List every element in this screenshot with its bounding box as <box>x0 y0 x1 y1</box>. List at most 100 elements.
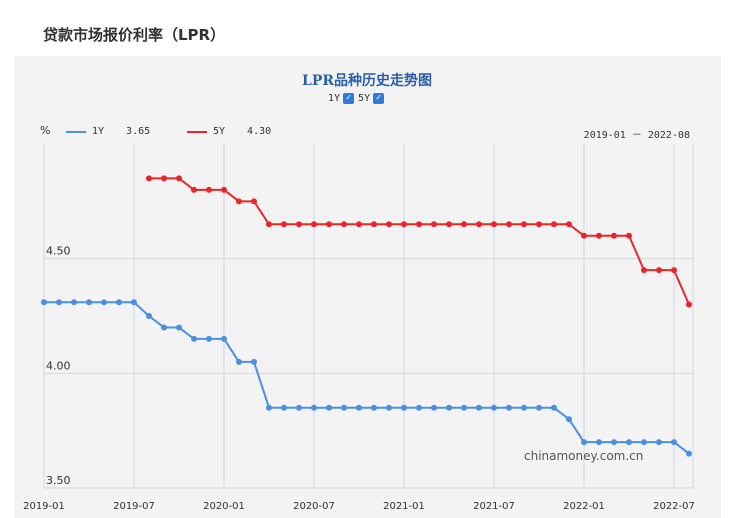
data-point-5y <box>401 221 407 228</box>
y-tick-label: 3.50 <box>46 474 71 487</box>
data-point-1y <box>371 404 377 411</box>
data-point-5y <box>161 175 167 182</box>
legend-swatch-1y <box>66 130 86 133</box>
data-point-1y <box>536 404 542 411</box>
data-point-1y <box>71 299 77 306</box>
data-point-1y <box>251 358 257 365</box>
x-tick-label: 2022-01 <box>563 501 605 512</box>
data-point-1y <box>41 299 47 306</box>
data-point-5y <box>626 232 632 239</box>
toggle-5y-label: 5Y <box>358 92 371 104</box>
data-point-5y <box>581 232 587 239</box>
data-point-5y <box>416 221 422 228</box>
chart-panel <box>14 56 721 518</box>
data-point-1y <box>686 450 692 457</box>
data-point-5y <box>596 232 602 239</box>
data-point-1y <box>236 358 242 365</box>
data-point-1y <box>446 404 452 411</box>
data-point-5y <box>356 221 362 228</box>
data-point-1y <box>641 439 647 446</box>
data-point-1y <box>296 404 302 411</box>
data-point-1y <box>311 404 317 411</box>
data-point-1y <box>506 404 512 411</box>
data-point-5y <box>146 175 152 182</box>
data-point-5y <box>611 232 617 239</box>
data-point-5y <box>371 221 377 228</box>
data-point-1y <box>281 404 287 411</box>
data-point-5y <box>491 221 497 228</box>
data-point-5y <box>386 221 392 228</box>
data-point-5y <box>461 221 467 228</box>
page-title: 贷款市场报价利率（LPR） <box>43 26 226 44</box>
data-point-5y <box>476 221 482 228</box>
legend-name-1y: 1Y <box>92 126 105 137</box>
data-point-5y <box>191 186 197 193</box>
data-point-1y <box>626 439 632 446</box>
toggle-5y-checkbox[interactable]: ✓ <box>373 92 385 104</box>
data-point-1y <box>611 439 617 446</box>
toggle-1y-label: 1Y <box>328 92 341 104</box>
data-point-1y <box>416 404 422 411</box>
legend-item-5y[interactable]: 5Y 4.30 <box>187 126 271 137</box>
data-point-5y <box>236 198 242 205</box>
chart-title: LPR品种历史走势图 <box>301 73 432 89</box>
data-point-5y <box>206 186 212 193</box>
data-point-1y <box>671 439 677 446</box>
data-point-1y <box>401 404 407 411</box>
data-point-1y <box>191 335 197 342</box>
y-tick-label: 4.50 <box>46 245 71 258</box>
data-point-5y <box>536 221 542 228</box>
y-unit-label: % <box>40 124 51 137</box>
data-point-5y <box>551 221 557 228</box>
data-point-1y <box>176 324 182 331</box>
data-point-5y <box>671 267 677 274</box>
legend-value-5y: 4.30 <box>247 126 272 137</box>
data-point-5y <box>251 198 257 205</box>
data-point-5y <box>341 221 347 228</box>
data-point-1y <box>596 439 602 446</box>
date-range: 2019-01 － 2022-08 <box>583 130 690 141</box>
data-point-1y <box>476 404 482 411</box>
data-point-1y <box>266 404 272 411</box>
toggle-1y-checkbox[interactable]: ✓ <box>343 92 355 104</box>
data-point-5y <box>296 221 302 228</box>
data-point-1y <box>131 299 137 306</box>
x-tick-label: 2020-01 <box>203 501 245 512</box>
series-line-5y <box>149 177 690 305</box>
data-point-1y <box>56 299 62 306</box>
data-point-5y <box>686 301 692 308</box>
data-point-5y <box>656 267 662 274</box>
data-point-1y <box>146 313 152 319</box>
x-tick-label: 2022-07 <box>653 501 695 512</box>
data-point-5y <box>266 221 272 228</box>
data-point-1y <box>341 404 347 411</box>
series-line-1y <box>44 301 690 455</box>
data-point-1y <box>86 299 92 306</box>
data-point-1y <box>221 335 227 342</box>
data-point-1y <box>491 404 497 411</box>
data-point-1y <box>551 404 557 411</box>
data-point-5y <box>521 221 527 228</box>
data-point-1y <box>566 416 572 423</box>
x-tick-label: 2021-01 <box>383 501 425 512</box>
legend-value-1y: 3.65 <box>126 126 151 137</box>
data-point-1y <box>386 404 392 411</box>
legend-item-1y[interactable]: 1Y 3.65 <box>66 126 150 137</box>
data-point-5y <box>506 221 512 228</box>
data-point-1y <box>356 404 362 411</box>
data-point-1y <box>206 335 212 342</box>
data-point-5y <box>641 267 647 274</box>
legend-name-5y: 5Y <box>213 126 226 137</box>
x-tick-label: 2019-01 <box>23 501 65 512</box>
data-point-5y <box>566 221 572 228</box>
data-point-1y <box>431 404 437 411</box>
data-point-5y <box>326 221 332 228</box>
data-point-5y <box>311 221 317 228</box>
x-tick-label: 2019-07 <box>113 501 155 512</box>
data-point-1y <box>326 404 332 411</box>
data-point-1y <box>116 299 122 306</box>
data-point-5y <box>431 221 437 228</box>
data-point-5y <box>221 186 227 193</box>
data-point-5y <box>446 221 452 228</box>
